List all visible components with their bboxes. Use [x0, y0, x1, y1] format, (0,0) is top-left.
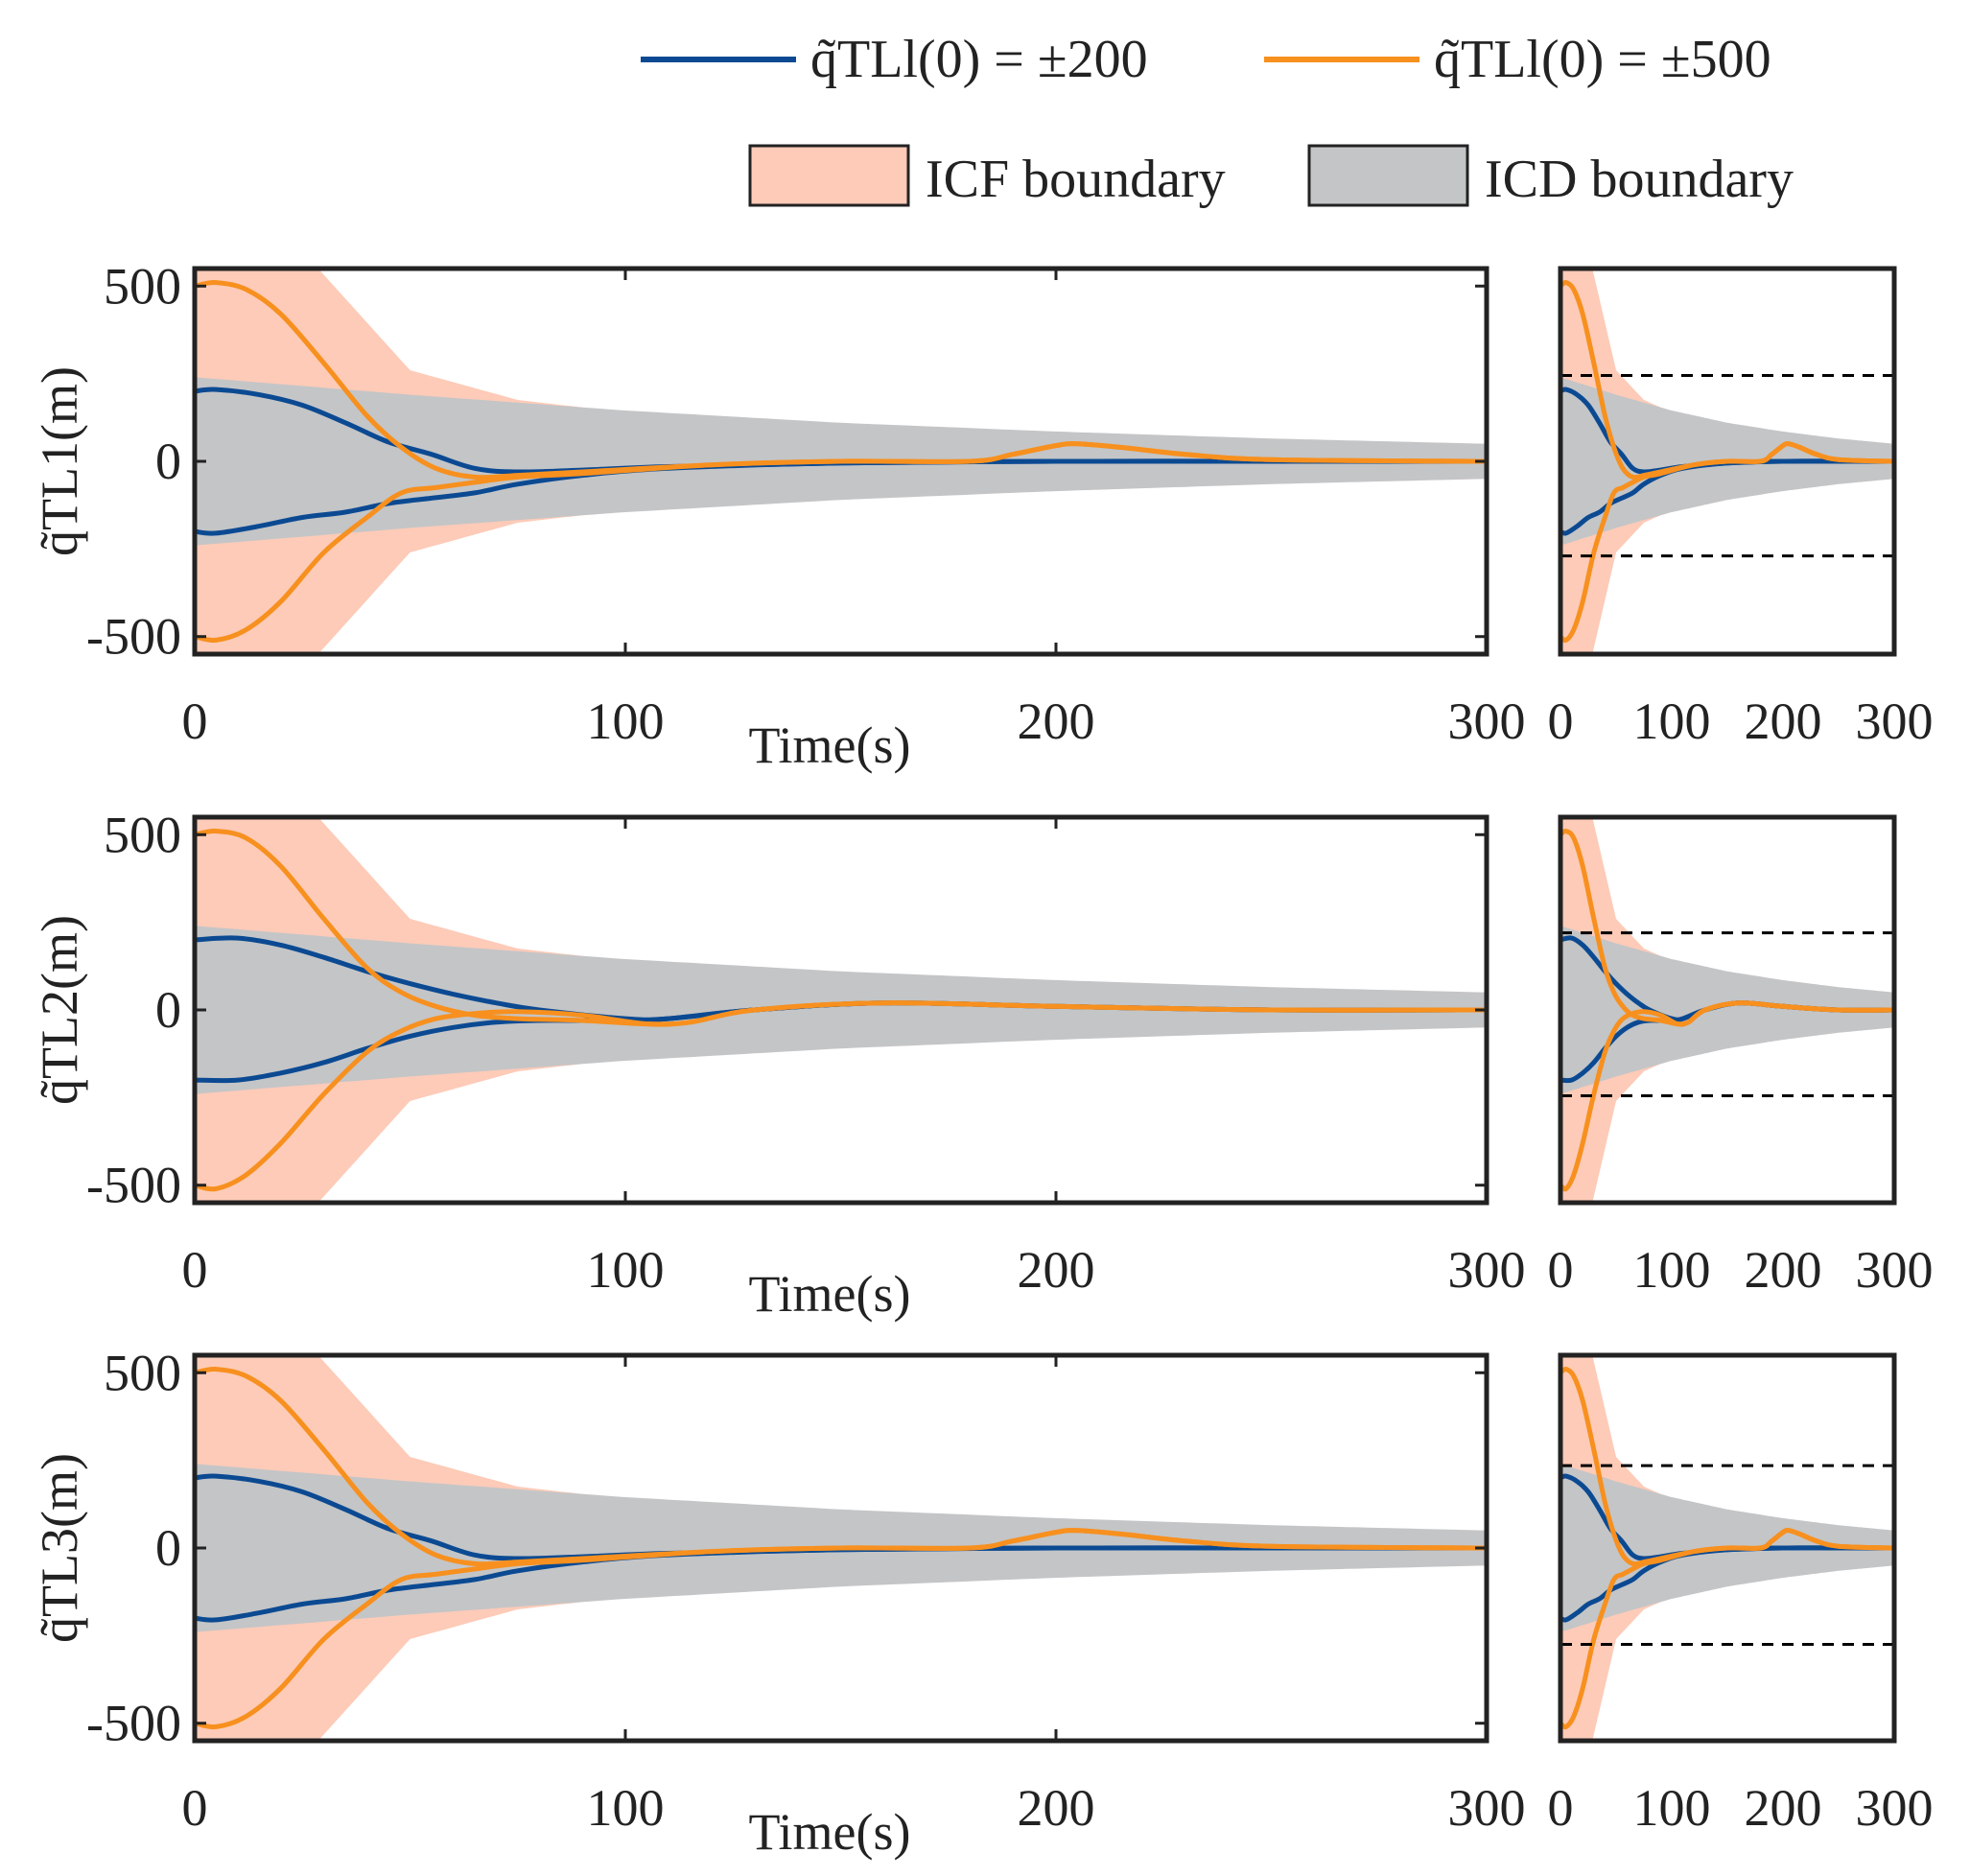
series-line-orange-4 — [1560, 441, 1894, 644]
x-tick-label: 300 — [1448, 1779, 1526, 1837]
x-tick-label: 0 — [1548, 1241, 1574, 1299]
icd-boundary-band — [195, 926, 1487, 1094]
y-tick-label: 0 — [155, 433, 181, 490]
x-axis-label: Time(s) — [748, 1265, 910, 1323]
series-line-blue-2 — [195, 1545, 1487, 1623]
x-tick-label: 100 — [1633, 1241, 1711, 1299]
series-line-orange-4 — [1560, 1000, 1894, 1192]
series-line-orange-4 — [195, 441, 1487, 644]
axes-frame — [1558, 814, 1897, 1206]
y-tick-label: 500 — [104, 806, 181, 863]
x-axis-label: Time(s) — [748, 1803, 910, 1861]
x-tick-label: 100 — [587, 1779, 665, 1837]
x-tick-label: 200 — [1745, 1779, 1822, 1837]
plot-area — [1560, 1355, 1894, 1741]
x-tick-label: 0 — [1548, 1779, 1574, 1837]
x-tick-label: 0 — [182, 1241, 208, 1299]
x-tick-label: 300 — [1448, 692, 1526, 750]
legend: q̃TLl(0) = ±200 q̃TLl(0) = ±500 ICF boun… — [641, 30, 1794, 209]
x-axis-label: Time(s) — [748, 716, 910, 774]
x-tick-label: 200 — [1745, 1241, 1822, 1299]
legend-label-icf: ICF boundary — [926, 150, 1226, 209]
x-tick-label: 300 — [1856, 1241, 1934, 1299]
x-tick-label: 200 — [1018, 1241, 1095, 1299]
legend-swatch-icf — [748, 144, 910, 207]
x-tick-label: 200 — [1018, 692, 1095, 750]
x-tick-label: 200 — [1745, 692, 1822, 750]
plot-area — [195, 817, 1487, 1203]
y-tick-label: -500 — [86, 1157, 181, 1214]
y-tick-label: 0 — [155, 981, 181, 1039]
legend-label-500: q̃TLl(0) = ±500 — [1434, 30, 1771, 89]
y-tick-label: 0 — [155, 1519, 181, 1577]
series-line-orange-4 — [195, 1000, 1487, 1192]
plot-area — [195, 1355, 1487, 1741]
y-tick-label: 500 — [104, 1344, 181, 1401]
plot-area — [1560, 269, 1894, 654]
x-tick-label: 100 — [1633, 1779, 1711, 1837]
plot-area — [1560, 817, 1894, 1203]
legend-swatch-icd — [1307, 144, 1469, 207]
y-tick-label: -500 — [86, 1695, 181, 1752]
series-line-blue-2 — [195, 458, 1487, 536]
series-line-orange-4 — [1560, 1528, 1894, 1730]
x-tick-label: 0 — [1548, 692, 1574, 750]
x-tick-label: 300 — [1448, 1241, 1526, 1299]
icd-boundary-band — [1560, 926, 1894, 1094]
x-tick-label: 300 — [1856, 1779, 1934, 1837]
y-axis-label: q̃TL1(m) — [31, 366, 88, 556]
legend-label-icd: ICD boundary — [1485, 150, 1794, 209]
y-axis-label: q̃TL2(m) — [31, 915, 88, 1105]
x-tick-label: 100 — [1633, 692, 1711, 750]
x-tick-label: 200 — [1018, 1779, 1095, 1837]
x-tick-label: 100 — [587, 692, 665, 750]
chart-panel-6: 0 100 200 300 — [1548, 1352, 1934, 1837]
x-tick-label: 0 — [182, 692, 208, 750]
y-tick-label: -500 — [86, 608, 181, 666]
axes-frame — [1558, 266, 1897, 657]
plot-area — [195, 269, 1487, 654]
x-tick-label: 0 — [182, 1779, 208, 1837]
legend-label-200: q̃TLl(0) = ±200 — [810, 30, 1148, 89]
x-tick-label: 100 — [587, 1241, 665, 1299]
chart-panel-4: 0 100 200 300 — [1548, 814, 1934, 1299]
axes-frame — [1558, 1352, 1897, 1744]
series-line-orange-4 — [195, 1528, 1487, 1730]
chart-panel-2: 0 100 200 300 — [1548, 266, 1934, 750]
y-tick-label: 500 — [104, 257, 181, 315]
x-tick-label: 300 — [1856, 692, 1934, 750]
y-axis-label: q̃TL3(m) — [31, 1453, 88, 1643]
